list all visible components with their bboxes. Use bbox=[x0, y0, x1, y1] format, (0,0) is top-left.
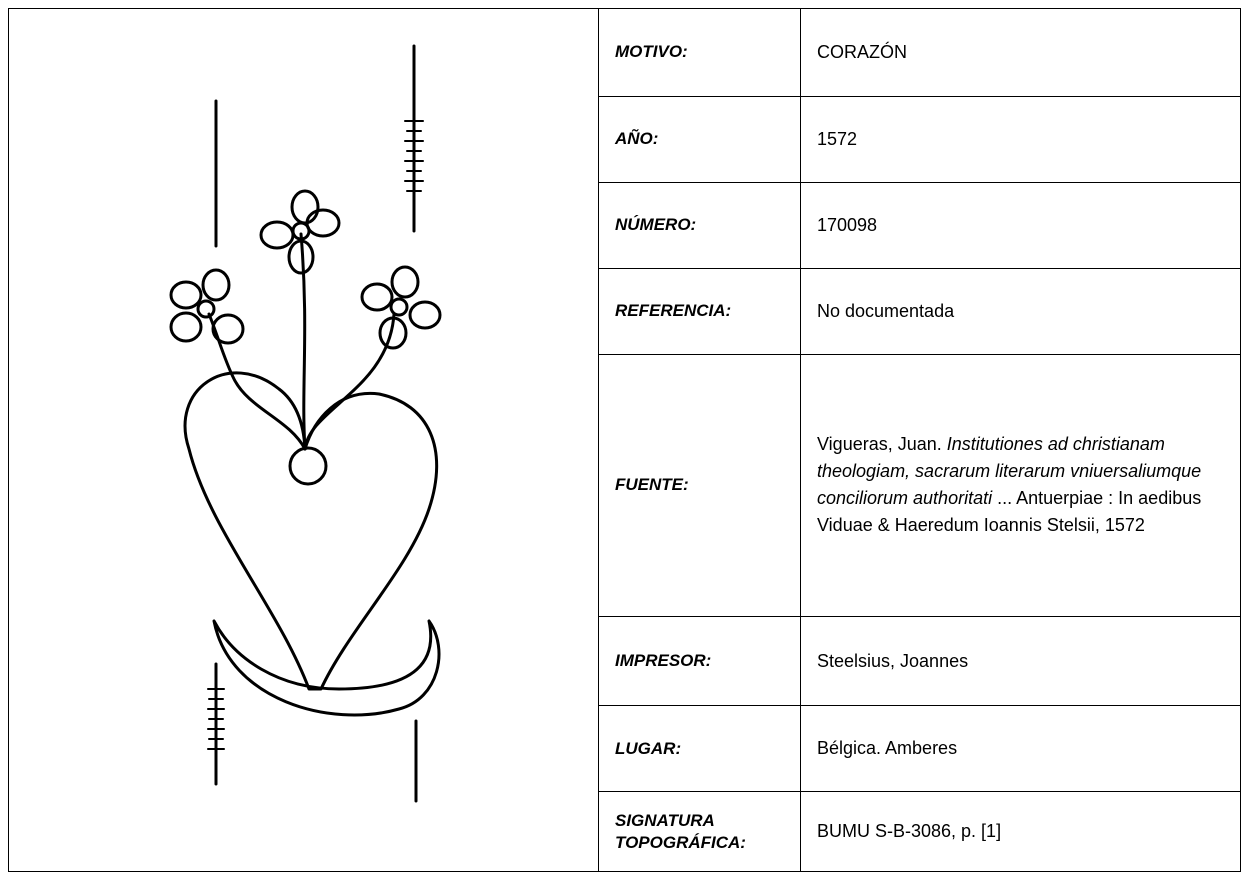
table-row: LUGAR: Bélgica. Amberes bbox=[9, 705, 1241, 793]
field-value: 170098 bbox=[800, 181, 1241, 269]
table-body: MOTIVO: CORAZÓN AÑO: 1572 NÚMERO: 170098 REFER… bbox=[8, 8, 1241, 872]
value-part: Institutiones ad christianam theologiam,… bbox=[817, 434, 1207, 509]
field-label: REFERENCIA: bbox=[598, 267, 801, 355]
field-value: 1572 bbox=[800, 95, 1241, 183]
value-part: Vigueras, Juan. bbox=[817, 434, 947, 455]
table-row: REFERENCIA: No documentada bbox=[9, 267, 1241, 355]
record-table: MOTIVO: CORAZÓN AÑO: 1572 NÚMERO: 170098 REFER… bbox=[8, 8, 1241, 872]
table-row: MOTIVO: CORAZÓN bbox=[8, 8, 1241, 872]
watermark-cell bbox=[8, 8, 599, 872]
field-label: IMPRESOR: bbox=[598, 616, 801, 707]
value-part: ... Antuerpiae : In aedibus Viduae & Hae… bbox=[817, 488, 1207, 536]
field-label: SIGNATURA TOPOGRÁFICA: bbox=[598, 791, 801, 872]
table-row: AÑO: 1572 bbox=[9, 95, 1241, 183]
field-value: No documentada bbox=[800, 267, 1241, 355]
field-value: BUMU S-B-3086, p. [1] bbox=[800, 791, 1241, 872]
field-label: MOTIVO: bbox=[598, 8, 801, 97]
field-label: FUENTE: bbox=[598, 353, 801, 618]
field-label: LUGAR: bbox=[598, 705, 801, 793]
field-value: Vigueras, Juan. Institutiones ad christi… bbox=[800, 353, 1241, 618]
field-value: Steelsius, Joannes bbox=[800, 616, 1241, 707]
field-label: NÚMERO: bbox=[598, 181, 801, 269]
table-row: NÚMERO: 170098 bbox=[9, 181, 1241, 269]
table-row: SIGNATURA TOPOGRÁFICA: BUMU S-B-3086, p. … bbox=[9, 791, 1241, 872]
watermark-drawing bbox=[169, 44, 442, 803]
field-label: AÑO: bbox=[598, 95, 801, 183]
table-row: IMPRESOR: Steelsius, Joannes bbox=[9, 616, 1241, 707]
table-row: FUENTE: Vigueras, Juan. Institutiones ad … bbox=[9, 353, 1241, 618]
field-value: CORAZÓN bbox=[800, 8, 1241, 97]
field-value: Bélgica. Amberes bbox=[800, 705, 1241, 793]
